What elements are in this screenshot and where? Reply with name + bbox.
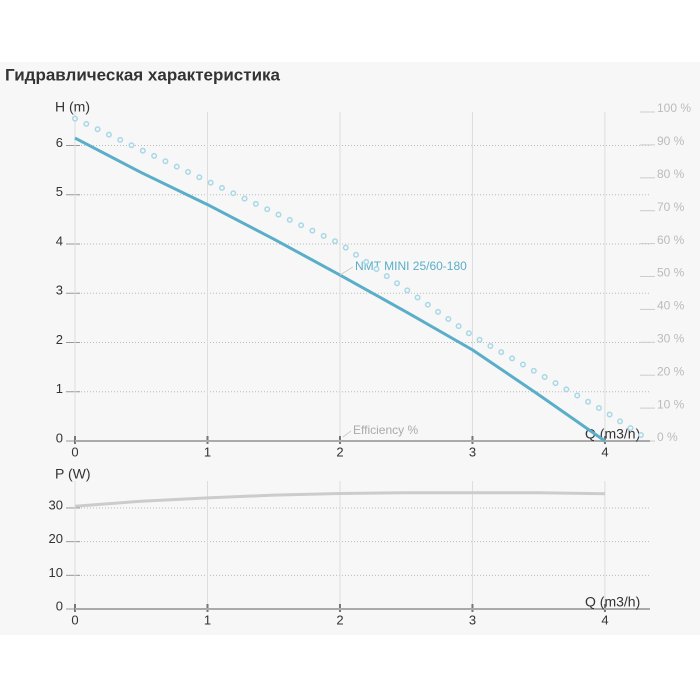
y-tick-label: 10: [49, 565, 63, 580]
x-tick-label: 3: [469, 444, 476, 459]
x-tick-label: 0: [71, 612, 78, 627]
x-tick-label: 4: [601, 444, 608, 459]
x-axis-label: Q (m3/h): [585, 594, 640, 610]
x-tick-label: 0: [71, 444, 78, 459]
y2-tick-label: 40 %: [657, 299, 685, 313]
y2-tick-label: 20 %: [657, 364, 685, 378]
y2-tick-label: 50 %: [657, 266, 685, 280]
y-tick-label: 5: [56, 184, 63, 199]
x-tick-label: 1: [204, 444, 211, 459]
y-tick-label: 3: [56, 283, 63, 298]
series-label-leader: [339, 266, 354, 276]
series-label: Efficiency %: [353, 423, 418, 437]
panel-background: [0, 62, 700, 635]
y-tick-label: 0: [56, 430, 63, 445]
x-tick-label: 4: [601, 612, 608, 627]
x-tick-label: 3: [469, 612, 476, 627]
y2-tick-label: 0 %: [657, 430, 678, 444]
page-title: Гидравлическая характеристика: [5, 65, 281, 84]
y-tick-label: 0: [56, 598, 63, 613]
y2-tick-label: 10 %: [657, 397, 685, 411]
efficiency-dot-hole: [73, 117, 652, 443]
y-tick-label: 20: [49, 531, 63, 546]
x-tick-label: 2: [336, 612, 343, 627]
y-tick-label: 1: [56, 381, 63, 396]
y-tick-label: 6: [56, 135, 63, 150]
y-tick-label: 4: [56, 233, 63, 248]
y2-tick-label: 30 %: [657, 331, 685, 345]
y2-tick-label: 90 %: [657, 134, 685, 148]
series-label-leader: [342, 430, 352, 438]
y-tick-label: 2: [56, 332, 63, 347]
y-axis-label: P (W): [55, 466, 91, 482]
y2-tick-label: 70 %: [657, 200, 685, 214]
series-line: [74, 136, 606, 443]
y-axis-label: H (m): [55, 99, 90, 115]
series-label: NMT MINI 25/60-180: [355, 259, 467, 273]
y2-tick-label: 80 %: [657, 167, 685, 181]
x-tick-label: 2: [336, 444, 343, 459]
series-line: [74, 491, 605, 508]
y-tick-label: 30: [49, 497, 63, 512]
x-tick-label: 1: [204, 612, 211, 627]
y2-tick-label: 100 %: [657, 101, 691, 115]
y2-tick-label: 60 %: [657, 233, 685, 247]
